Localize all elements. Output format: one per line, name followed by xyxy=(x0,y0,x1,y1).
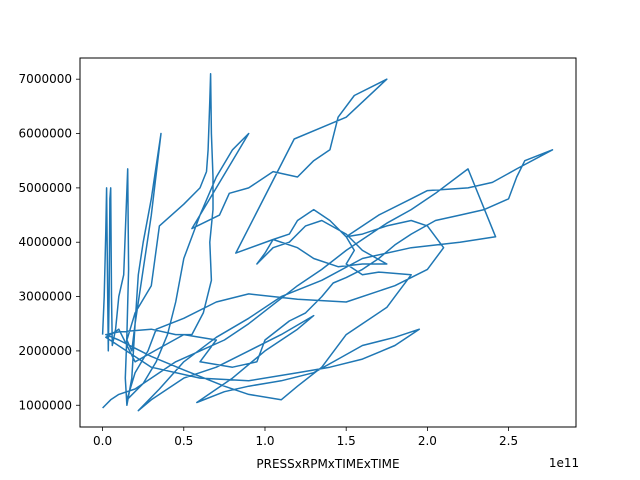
y-tick-label: 7000000 xyxy=(19,72,72,86)
x-axis-label: PRESSxRPMxTIMExTIME xyxy=(256,457,399,471)
y-tick-label: 5000000 xyxy=(19,181,72,195)
plot-frame xyxy=(79,57,577,428)
x-tick-label: 1.0 xyxy=(255,434,274,448)
x-axis-scale-note: 1e11 xyxy=(549,456,579,470)
x-tick-label: 1.5 xyxy=(337,434,356,448)
y-tick-label: 4000000 xyxy=(19,235,72,249)
series-layer xyxy=(101,73,554,412)
plot-area xyxy=(101,73,554,412)
x-tick-label: 0.0 xyxy=(93,434,112,448)
series-line xyxy=(101,73,554,412)
x-axis: 0.0 0.5 1.0 1.5 2.0 2.5 xyxy=(93,427,518,448)
y-axis: 1000000 2000000 3000000 4000000 5000000 60000… xyxy=(19,72,80,412)
y-tick-label: 3000000 xyxy=(19,290,72,304)
y-tick-label: 2000000 xyxy=(19,344,72,358)
x-tick-label: 0.5 xyxy=(174,434,193,448)
y-tick-label: 6000000 xyxy=(19,127,72,141)
y-tick-label: 1000000 xyxy=(19,398,72,412)
x-tick-label: 2.5 xyxy=(499,434,518,448)
x-tick-label: 2.0 xyxy=(418,434,437,448)
